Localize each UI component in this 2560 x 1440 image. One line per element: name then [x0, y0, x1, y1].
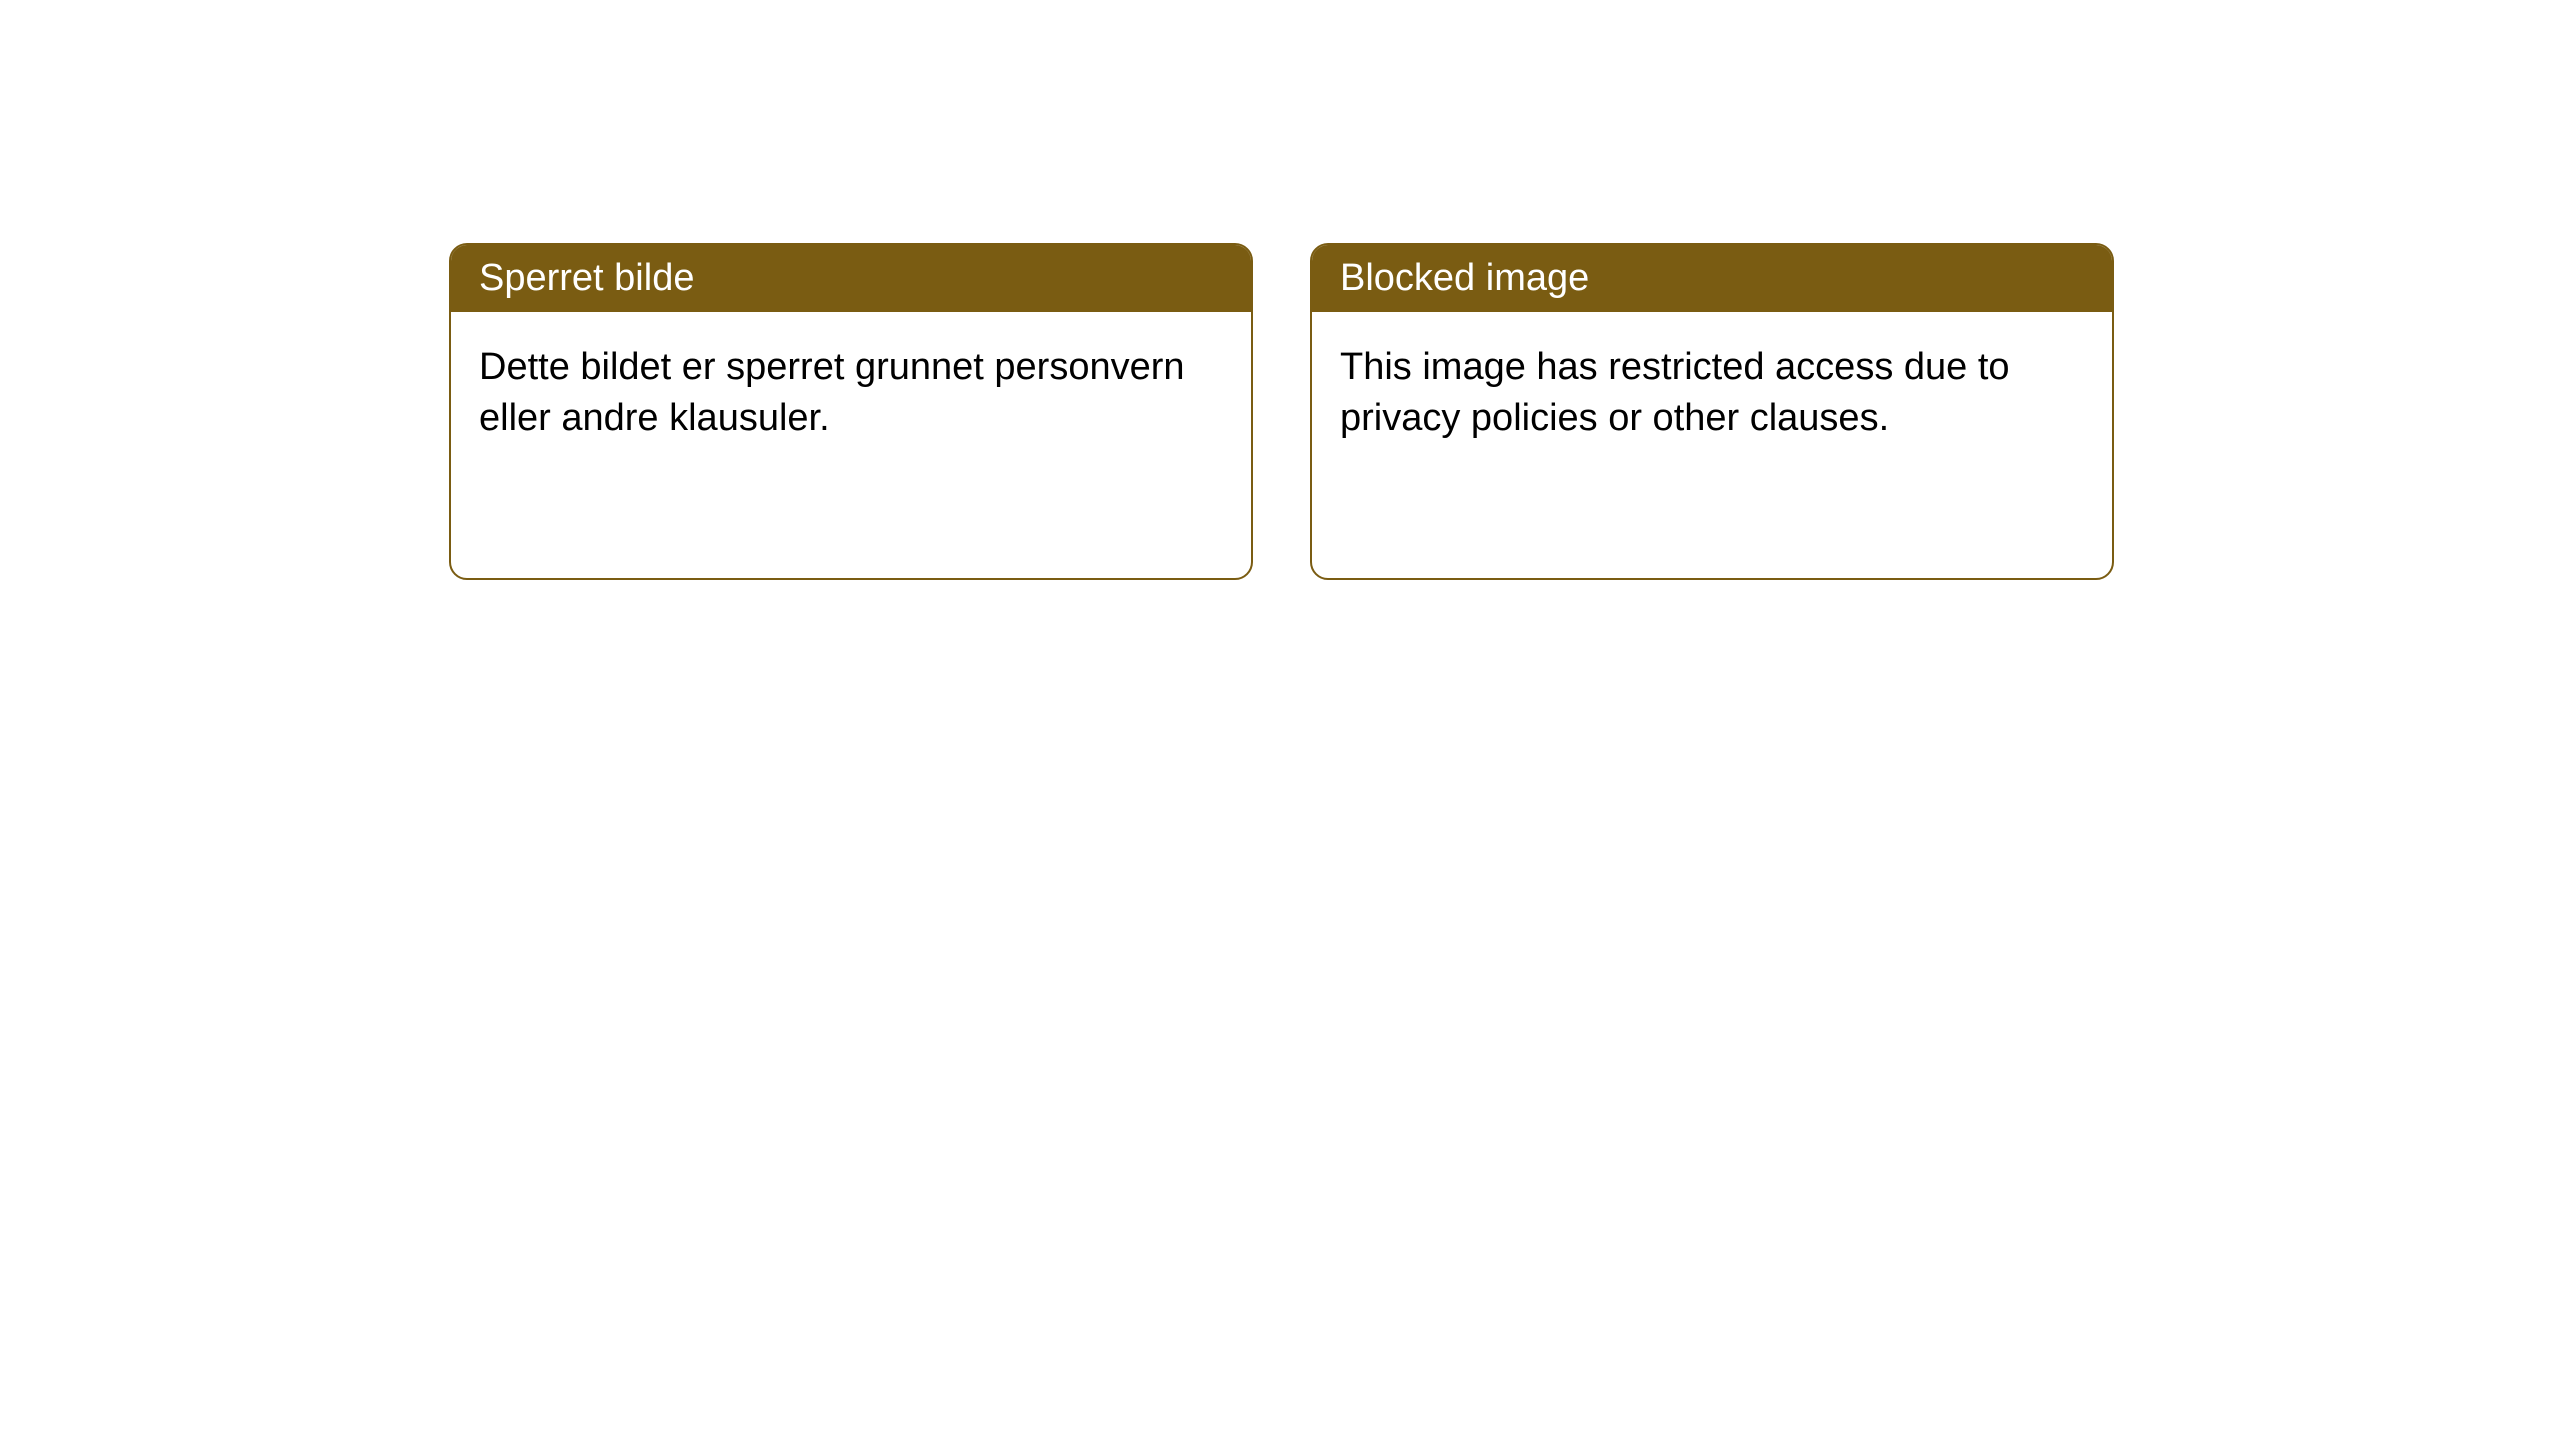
notice-card-nb: Sperret bilde Dette bildet er sperret gr…	[449, 243, 1253, 580]
notice-card-en: Blocked image This image has restricted …	[1310, 243, 2114, 580]
notice-card-title: Blocked image	[1312, 245, 2112, 312]
notice-card-body: This image has restricted access due to …	[1312, 312, 2112, 475]
notice-cards-container: Sperret bilde Dette bildet er sperret gr…	[449, 243, 2114, 580]
notice-card-title: Sperret bilde	[451, 245, 1251, 312]
notice-card-body: Dette bildet er sperret grunnet personve…	[451, 312, 1251, 475]
